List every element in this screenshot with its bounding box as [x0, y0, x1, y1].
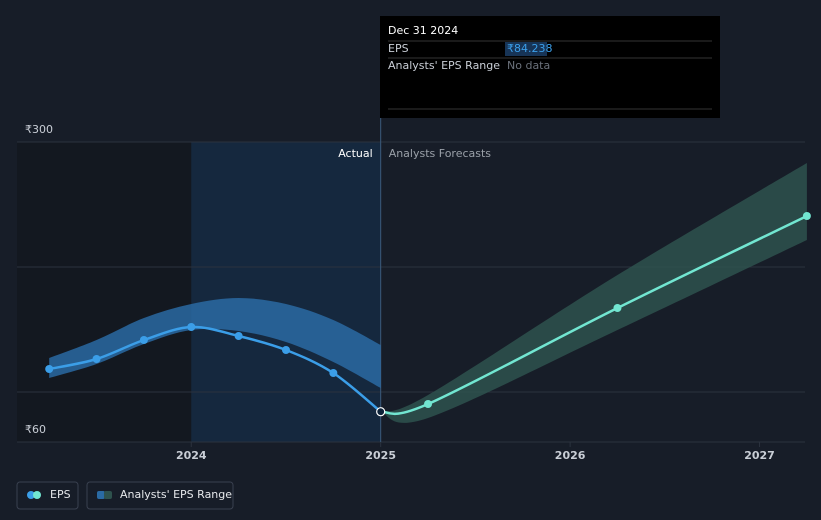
legend: EPS Analysts' EPS Range	[16, 481, 234, 510]
x-tick-label: 2027	[744, 449, 775, 462]
legend-item[interactable]	[86, 481, 234, 510]
legend-item[interactable]	[16, 481, 79, 510]
tooltip-label: EPS	[388, 42, 409, 55]
past-region	[17, 142, 192, 442]
legend-label: Analysts' EPS Range	[120, 488, 232, 501]
annotation: Actual	[338, 147, 372, 160]
range-band	[380, 163, 807, 423]
eps-point	[613, 304, 622, 312]
eps-line	[48, 325, 382, 413]
legend-swatch	[33, 491, 41, 499]
x-tick-label: 2024	[176, 449, 207, 462]
plot-area: ₹60 ₹300 2024 2025 2026 2027 Actual Analysts Fo…	[17, 118, 811, 462]
legend-label: EPS	[50, 488, 71, 501]
y-tick-label: ₹60	[25, 423, 46, 436]
tooltip-value: No data	[507, 59, 550, 72]
eps-point	[92, 355, 101, 363]
eps-line	[380, 214, 808, 416]
eps-point	[802, 212, 811, 220]
annotation: Analysts Forecasts	[389, 147, 492, 160]
y-tick-label: ₹300	[25, 123, 53, 136]
eps-point	[329, 369, 338, 377]
eps-point	[424, 400, 433, 408]
eps-point	[139, 336, 148, 344]
tooltip: Dec 31 2024 EPS ₹84.238 Analysts' EPS Ra…	[380, 16, 720, 118]
tooltip-highlight	[505, 42, 547, 56]
highlight-region	[191, 142, 381, 442]
eps-point	[234, 332, 243, 340]
eps-point	[376, 407, 386, 417]
tooltip-value: ₹84.238	[507, 42, 553, 55]
eps-point	[187, 323, 196, 331]
tooltip-label: Analysts' EPS Range	[388, 59, 500, 72]
tooltip-box	[380, 16, 720, 118]
legend-swatch	[97, 491, 105, 499]
tooltip-title: Dec 31 2024	[388, 24, 458, 37]
x-tick-label: 2026	[555, 449, 586, 462]
range-band	[49, 298, 381, 388]
eps-point	[281, 346, 290, 354]
eps-point	[45, 365, 54, 373]
legend-swatch	[104, 491, 112, 499]
x-tick-label: 2025	[365, 449, 396, 462]
legend-swatch	[27, 491, 35, 499]
